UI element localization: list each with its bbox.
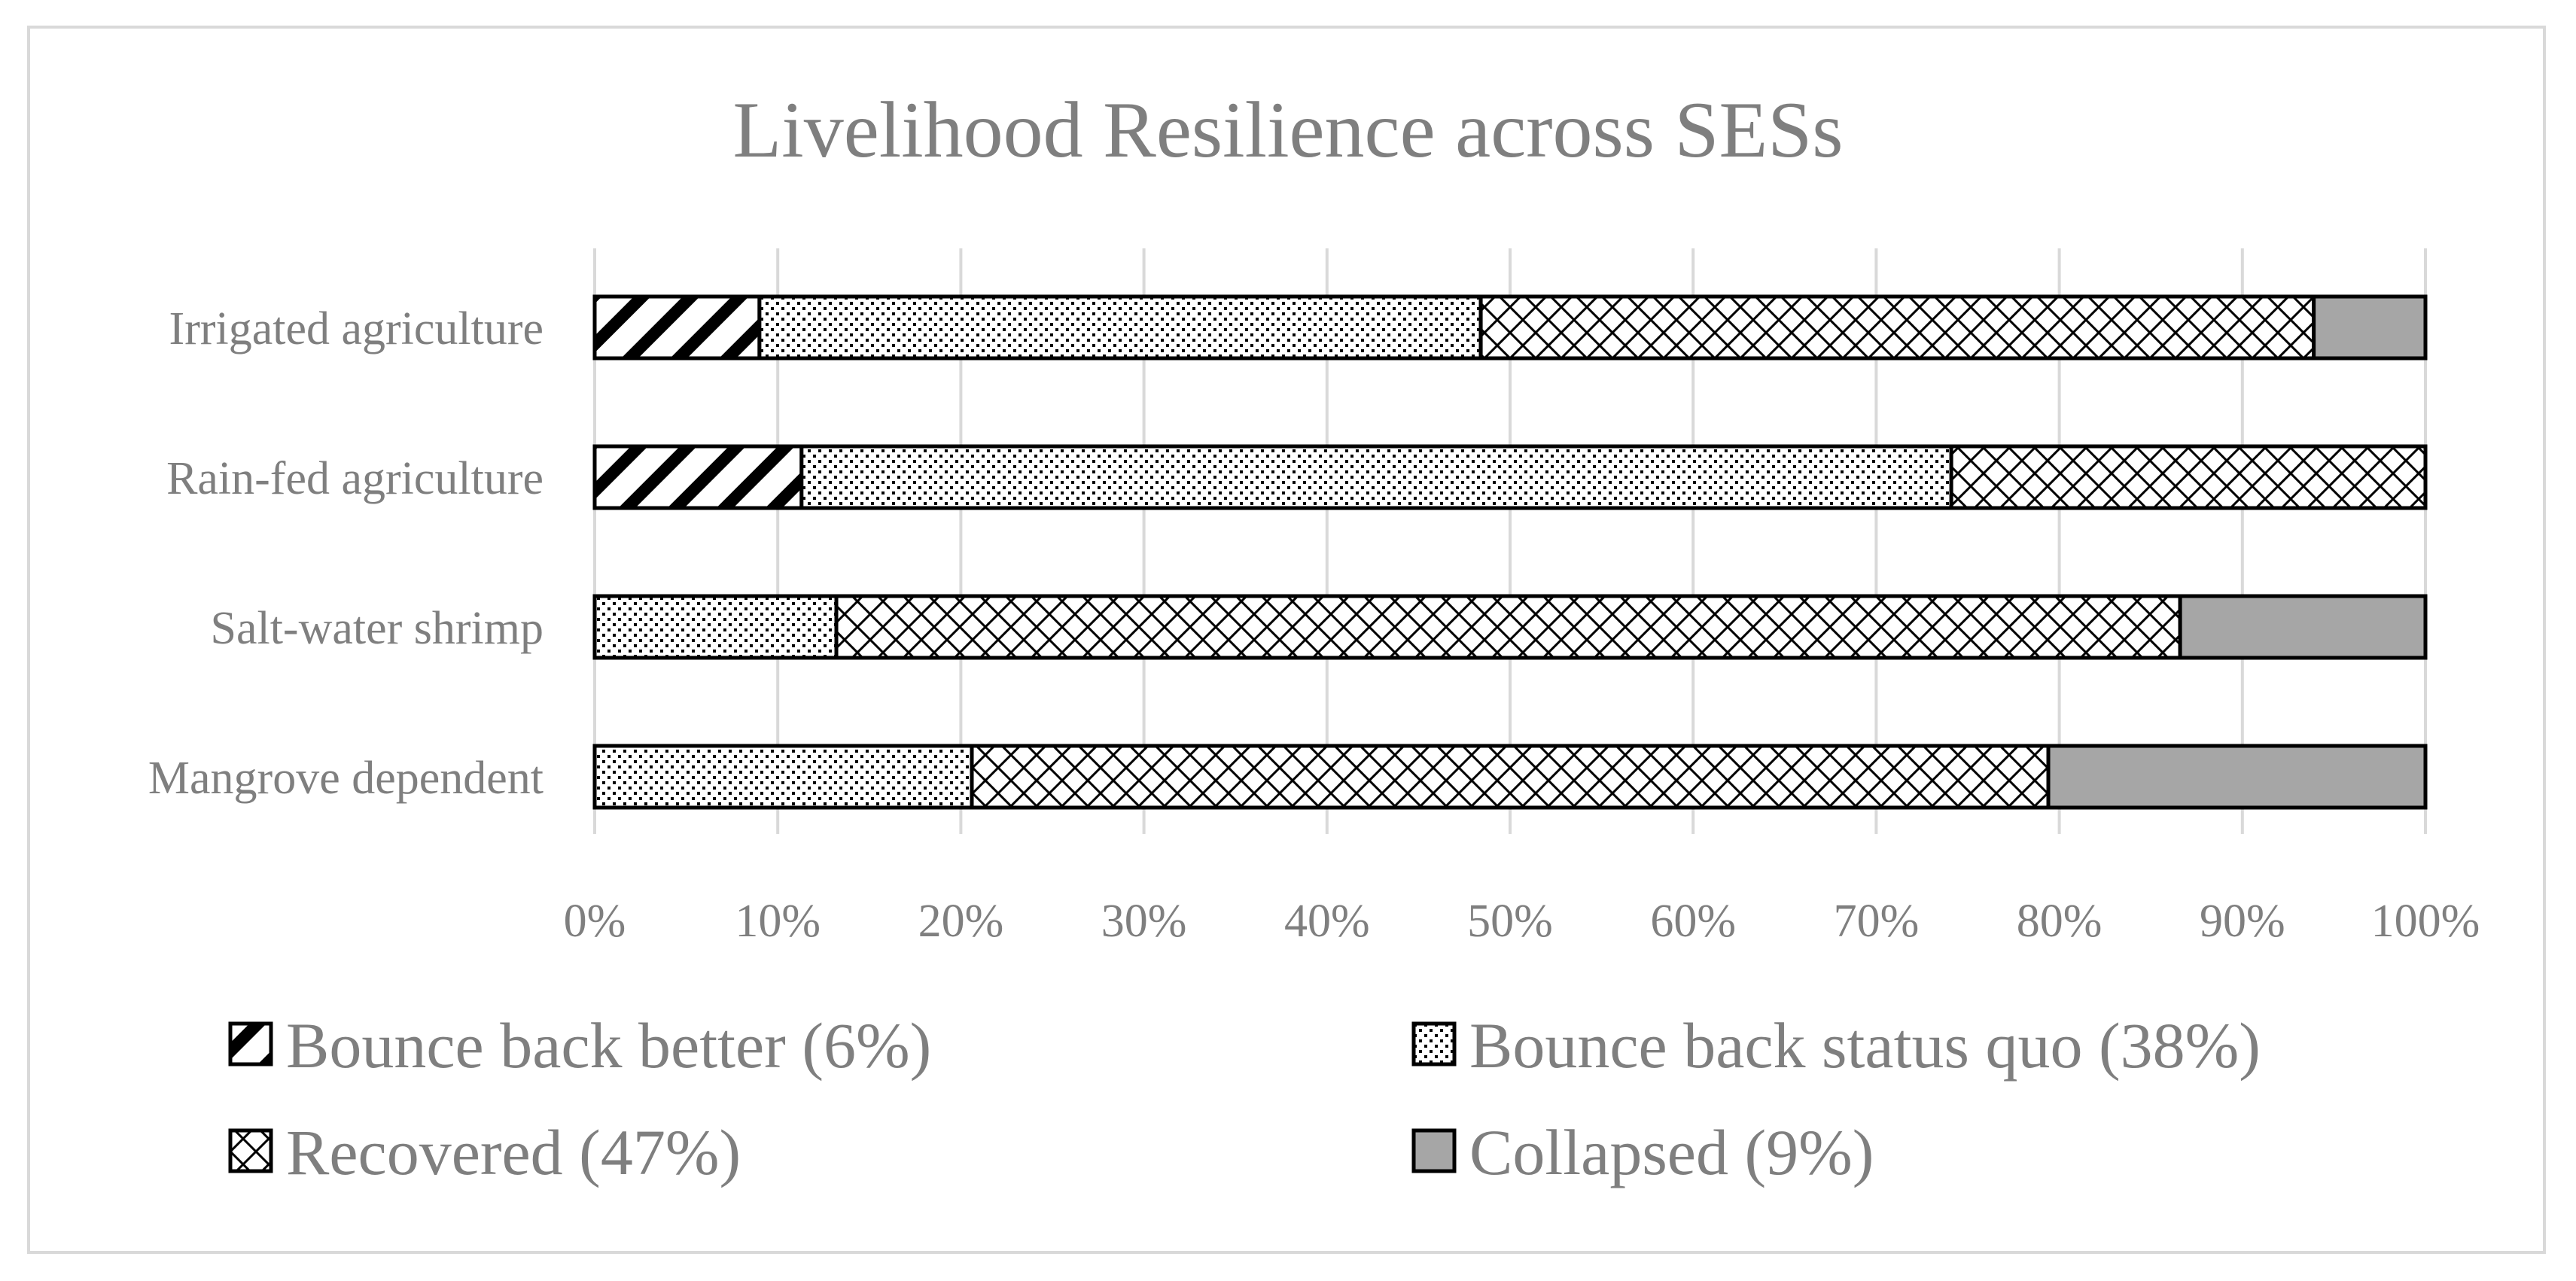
legend-label-bounce-back-better-6: Bounce back better (6%) xyxy=(286,1009,931,1082)
x-tick-label-100: 100% xyxy=(2371,896,2480,947)
x-tick-label-90: 90% xyxy=(2200,896,2285,947)
x-axis-tick-labels: 0% 10% 20% 30% 40% 50% 60% 70% 80% 90% 100% xyxy=(564,896,2480,947)
category-label-mangrove-dependent: Mangrove dependent xyxy=(148,753,544,804)
bar-segment-salt-water-shrimp-bounce-back-status-quo-38 xyxy=(592,594,839,660)
x-tick-label-10: 10% xyxy=(735,896,821,947)
category-labels: Irrigated agriculture Rain-fed agricultur… xyxy=(148,303,544,804)
bar-segment-mangrove-dependent-collapsed-9 xyxy=(2046,744,2428,810)
bar-segment-rain-fed-agriculture-bounce-back-better-6 xyxy=(592,444,804,510)
x-tick-label-30: 30% xyxy=(1101,896,1187,947)
bar-segment-irrigated-agriculture-recovered-47 xyxy=(1478,294,2316,361)
legend-swatch-collapsed-9 xyxy=(1411,1128,1457,1173)
x-tick-label-20: 20% xyxy=(918,896,1004,947)
x-tick-label-0: 0% xyxy=(564,896,626,947)
legend-label-recovered-47: Recovered (47%) xyxy=(286,1116,741,1188)
bars xyxy=(592,294,2428,810)
bar-segment-mangrove-dependent-bounce-back-status-quo-38 xyxy=(592,744,974,810)
legend-label-bounce-back-status-quo-38: Bounce back status quo (38%) xyxy=(1469,1009,2261,1082)
bar-segment-irrigated-agriculture-bounce-back-better-6 xyxy=(592,294,762,361)
legend-swatch-recovered-47 xyxy=(228,1128,273,1173)
bar-segment-irrigated-agriculture-collapsed-9 xyxy=(2312,294,2428,361)
x-tick-label-50: 50% xyxy=(1467,896,1553,947)
legend: Bounce back better (6%) Bounce back statu… xyxy=(228,1009,2261,1188)
bar-segment-salt-water-shrimp-collapsed-9 xyxy=(2178,594,2428,660)
chart-title: Livelihood Resilience across SESs xyxy=(733,86,1844,174)
x-tick-label-80: 80% xyxy=(2017,896,2103,947)
legend-label-collapsed-9: Collapsed (9%) xyxy=(1469,1116,1874,1188)
bar-segment-rain-fed-agriculture-bounce-back-status-quo-38 xyxy=(799,444,1953,510)
bar-segment-mangrove-dependent-recovered-47 xyxy=(970,744,2051,810)
legend-swatch-bounce-back-status-quo-38 xyxy=(1411,1021,1457,1066)
bar-segment-salt-water-shrimp-recovered-47 xyxy=(834,594,2182,660)
category-label-irrigated-agriculture: Irrigated agriculture xyxy=(169,303,544,354)
x-tick-label-60: 60% xyxy=(1650,896,1736,947)
x-tick-label-40: 40% xyxy=(1284,896,1370,947)
bar-segment-rain-fed-agriculture-recovered-47 xyxy=(1949,444,2428,510)
x-tick-label-70: 70% xyxy=(1834,896,1920,947)
category-label-rain-fed-agriculture: Rain-fed agriculture xyxy=(166,453,544,504)
bar-segment-irrigated-agriculture-bounce-back-status-quo-38 xyxy=(757,294,1483,361)
category-label-salt-water-shrimp: Salt-water shrimp xyxy=(210,603,544,654)
legend-swatch-bounce-back-better-6 xyxy=(228,1021,273,1066)
